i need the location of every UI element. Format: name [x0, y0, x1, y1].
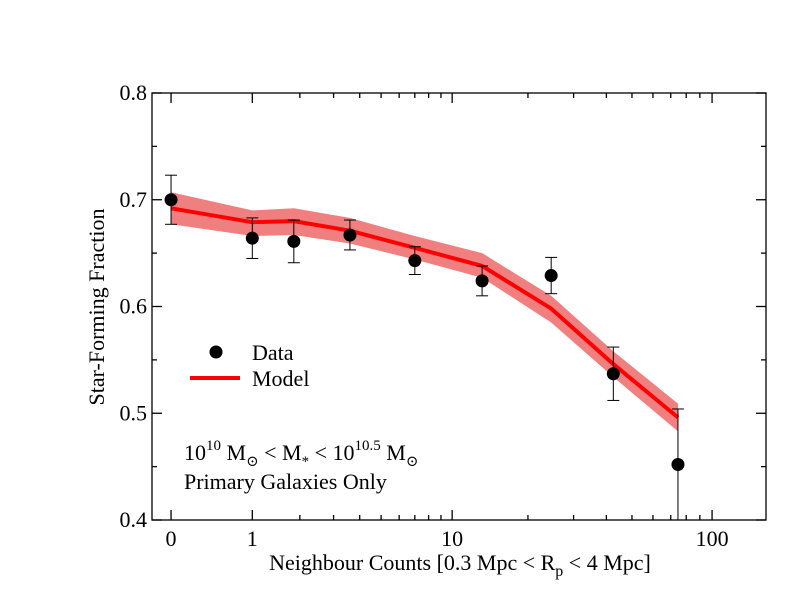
- x-tick-label-2: 10: [441, 526, 463, 551]
- mass-p4-exp: 10.5: [355, 438, 381, 454]
- x-tick-label-0: 0: [166, 526, 177, 551]
- data-points-layer: [164, 174, 685, 520]
- data-point-6: [544, 269, 558, 283]
- mass-p5-sub: ⊙: [406, 454, 419, 470]
- mass-p2-sub: ⊙: [246, 454, 259, 470]
- legend: Data Model: [190, 340, 309, 391]
- mass-p3: < M: [259, 440, 302, 465]
- x-axis-label-tail: < 4 Mpc]: [563, 550, 651, 575]
- mass-p1-exp: 10: [206, 438, 221, 454]
- mass-range-annotation: 1010 M⊙ < M* < 1010.5 M⊙: [184, 438, 418, 470]
- axes-layer: 0 1 10 100 0.4 0.5 0.6 0.7 0.8: [120, 80, 767, 551]
- data-point-1: [245, 231, 259, 245]
- y-tick-label-1: 0.5: [120, 400, 148, 425]
- data-point-0: [164, 193, 178, 207]
- y-axis-label: Star-Forming Fraction: [84, 209, 109, 406]
- mass-p3-sub: *: [302, 454, 310, 470]
- sample-annotation: Primary Galaxies Only: [184, 469, 387, 494]
- mass-p5: M: [381, 440, 406, 465]
- x-axis-label-main: Neighbour Counts [0.3 Mpc < R: [269, 550, 555, 575]
- y-tick-label-3: 0.7: [120, 187, 148, 212]
- data-point-7: [606, 367, 620, 381]
- y-tick-label-2: 0.6: [120, 294, 148, 319]
- data-point-4: [408, 254, 422, 268]
- mass-p1: 10: [184, 440, 206, 465]
- model-band-layer: [171, 192, 678, 432]
- x-axis-label: Neighbour Counts [0.3 Mpc < Rp < 4 Mpc]: [269, 550, 651, 580]
- data-point-8: [671, 457, 685, 471]
- x-tick-label-1: 1: [247, 526, 258, 551]
- legend-model-label: Model: [252, 366, 309, 391]
- mass-p2: M: [221, 440, 246, 465]
- y-tick-label-4: 0.8: [120, 80, 148, 105]
- y-tick-label-0: 0.4: [120, 507, 148, 532]
- x-tick-label-3: 100: [696, 526, 729, 551]
- data-point-2: [287, 234, 301, 248]
- data-point-5: [475, 274, 489, 288]
- model-uncertainty-band: [171, 192, 678, 432]
- mass-p4: < 10: [309, 440, 354, 465]
- legend-data-label: Data: [252, 340, 294, 365]
- legend-data-marker: [209, 345, 223, 359]
- x-axis-label-subscript: p: [555, 563, 563, 580]
- data-point-3: [343, 228, 357, 242]
